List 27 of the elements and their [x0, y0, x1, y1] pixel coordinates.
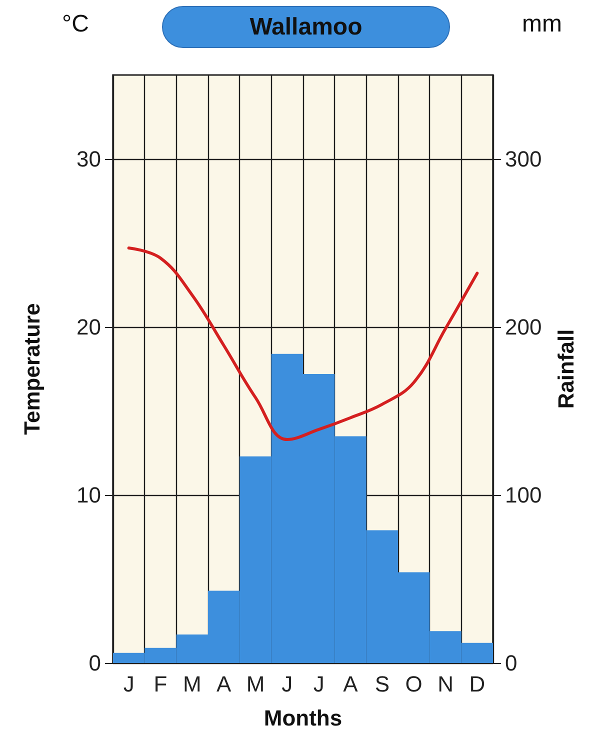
- x-tick-label: F: [154, 672, 168, 696]
- line-series: [127, 246, 479, 442]
- x-axis-title: Months: [264, 706, 342, 730]
- x-tick-label: J: [123, 672, 134, 696]
- x-tick-label: S: [374, 672, 390, 696]
- y-tick-label: 20: [76, 314, 101, 340]
- x-tick-label: J: [282, 672, 293, 696]
- x-tick-label: D: [469, 672, 486, 696]
- y2-tick-label: 200: [505, 314, 542, 340]
- y2-tick-label: 0: [505, 650, 518, 676]
- x-tick-label: N: [438, 672, 454, 696]
- text: °C: [62, 10, 89, 38]
- x-tick-label: J: [313, 672, 324, 696]
- y-tick-label: 0: [88, 650, 101, 676]
- y2-axis-title: Rainfall: [554, 329, 578, 409]
- y2-tick-label: 100: [505, 482, 542, 508]
- text: mm: [522, 10, 562, 38]
- x-tick-label: M: [183, 672, 202, 696]
- y-tick-label: 10: [76, 482, 101, 508]
- x-tick-label: O: [405, 672, 422, 696]
- x-tick-label: A: [216, 672, 232, 696]
- y-tick-label: 30: [76, 146, 101, 172]
- chart-title: Wallamoo: [250, 14, 362, 40]
- y2-tick-label: 300: [505, 146, 542, 172]
- y-axis-title: Temperature: [20, 303, 44, 435]
- x-tick-label: A: [343, 672, 358, 696]
- x-tick-label: M: [246, 672, 265, 696]
